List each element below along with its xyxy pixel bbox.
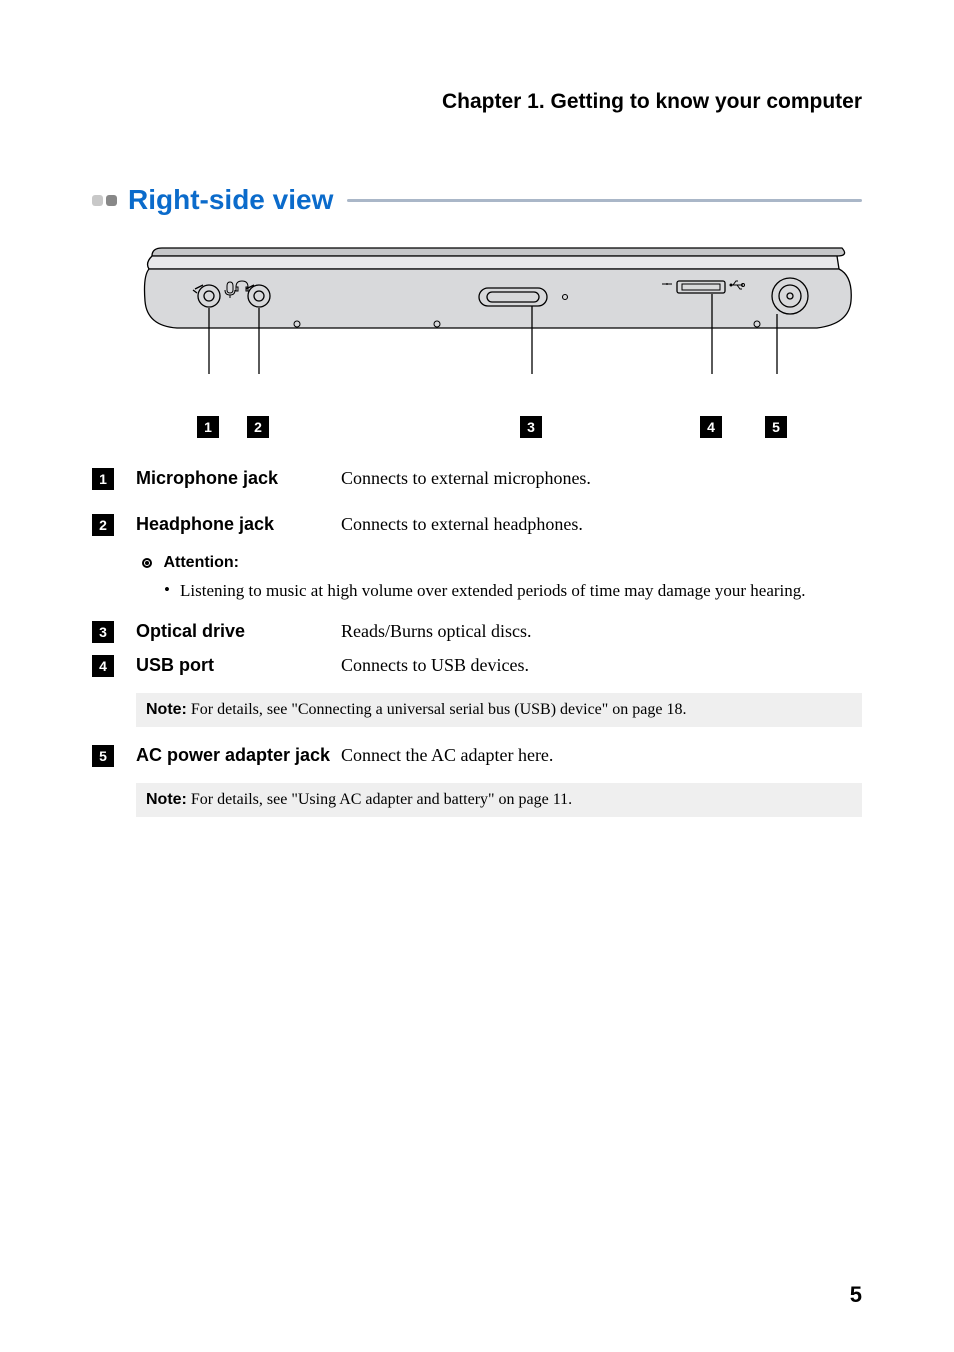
item-num-5: 5 [92, 745, 114, 767]
item-num-1: 1 [92, 468, 114, 490]
item-num-2: 2 [92, 514, 114, 536]
bullet-icon: • [164, 580, 180, 603]
item-label-1: Microphone jack [136, 468, 278, 488]
attention-item: • Listening to music at high volume over… [164, 580, 862, 603]
item-num-3: 3 [92, 621, 114, 643]
callout-3: 3 [520, 416, 542, 438]
attention-block: Attention: • Listening to music at high … [142, 554, 862, 603]
item-label-2: Headphone jack [136, 514, 274, 534]
section-rule [347, 199, 862, 202]
callout-5: 5 [765, 416, 787, 438]
item-desc-2: Connects to external headphones. [341, 514, 583, 535]
item-row-1: 1 Microphone jack Connects to external m… [92, 468, 862, 490]
chapter-header: Chapter 1. Getting to know your computer [92, 90, 862, 114]
item-desc-5: Connect the AC adapter here. [341, 745, 553, 766]
section-bullets-icon [92, 195, 120, 206]
note-prefix: Note: [146, 701, 187, 718]
item-row-4: 4 USB port Connects to USB devices. [92, 655, 862, 677]
callout-2: 2 [247, 416, 269, 438]
section-title: Right-side view [128, 184, 333, 216]
diagram-callouts: 1 2 3 4 5 [137, 416, 862, 442]
item-row-5: 5 AC power adapter jack Connect the AC a… [92, 745, 862, 767]
item-row-2: 2 Headphone jack Connects to external he… [92, 514, 862, 536]
attention-title: Attention: [163, 554, 239, 571]
item-desc-4: Connects to USB devices. [341, 655, 529, 676]
callout-1: 1 [197, 416, 219, 438]
attention-header: Attention: [142, 554, 862, 572]
attention-icon [142, 558, 152, 568]
item-label-3: Optical drive [136, 621, 245, 641]
section-heading: Right-side view [92, 184, 862, 216]
page-number: 5 [850, 1282, 862, 1308]
item-row-3: 3 Optical drive Reads/Burns optical disc… [92, 621, 862, 643]
note-ac-text: For details, see "Using AC adapter and b… [191, 791, 572, 808]
note-usb-text: For details, see "Connecting a universal… [191, 701, 687, 718]
laptop-side-svg [137, 246, 857, 416]
item-desc-1: Connects to external microphones. [341, 468, 591, 489]
note-prefix-2: Note: [146, 791, 187, 808]
attention-text: Listening to music at high volume over e… [180, 580, 862, 603]
item-label-5: AC power adapter jack [136, 745, 330, 765]
item-num-4: 4 [92, 655, 114, 677]
right-side-diagram: 1 2 3 4 5 [137, 246, 862, 442]
note-usb: Note: For details, see "Connecting a uni… [136, 693, 862, 727]
item-desc-3: Reads/Burns optical discs. [341, 621, 531, 642]
note-ac: Note: For details, see "Using AC adapter… [136, 783, 862, 817]
item-label-4: USB port [136, 655, 214, 675]
callout-4: 4 [700, 416, 722, 438]
